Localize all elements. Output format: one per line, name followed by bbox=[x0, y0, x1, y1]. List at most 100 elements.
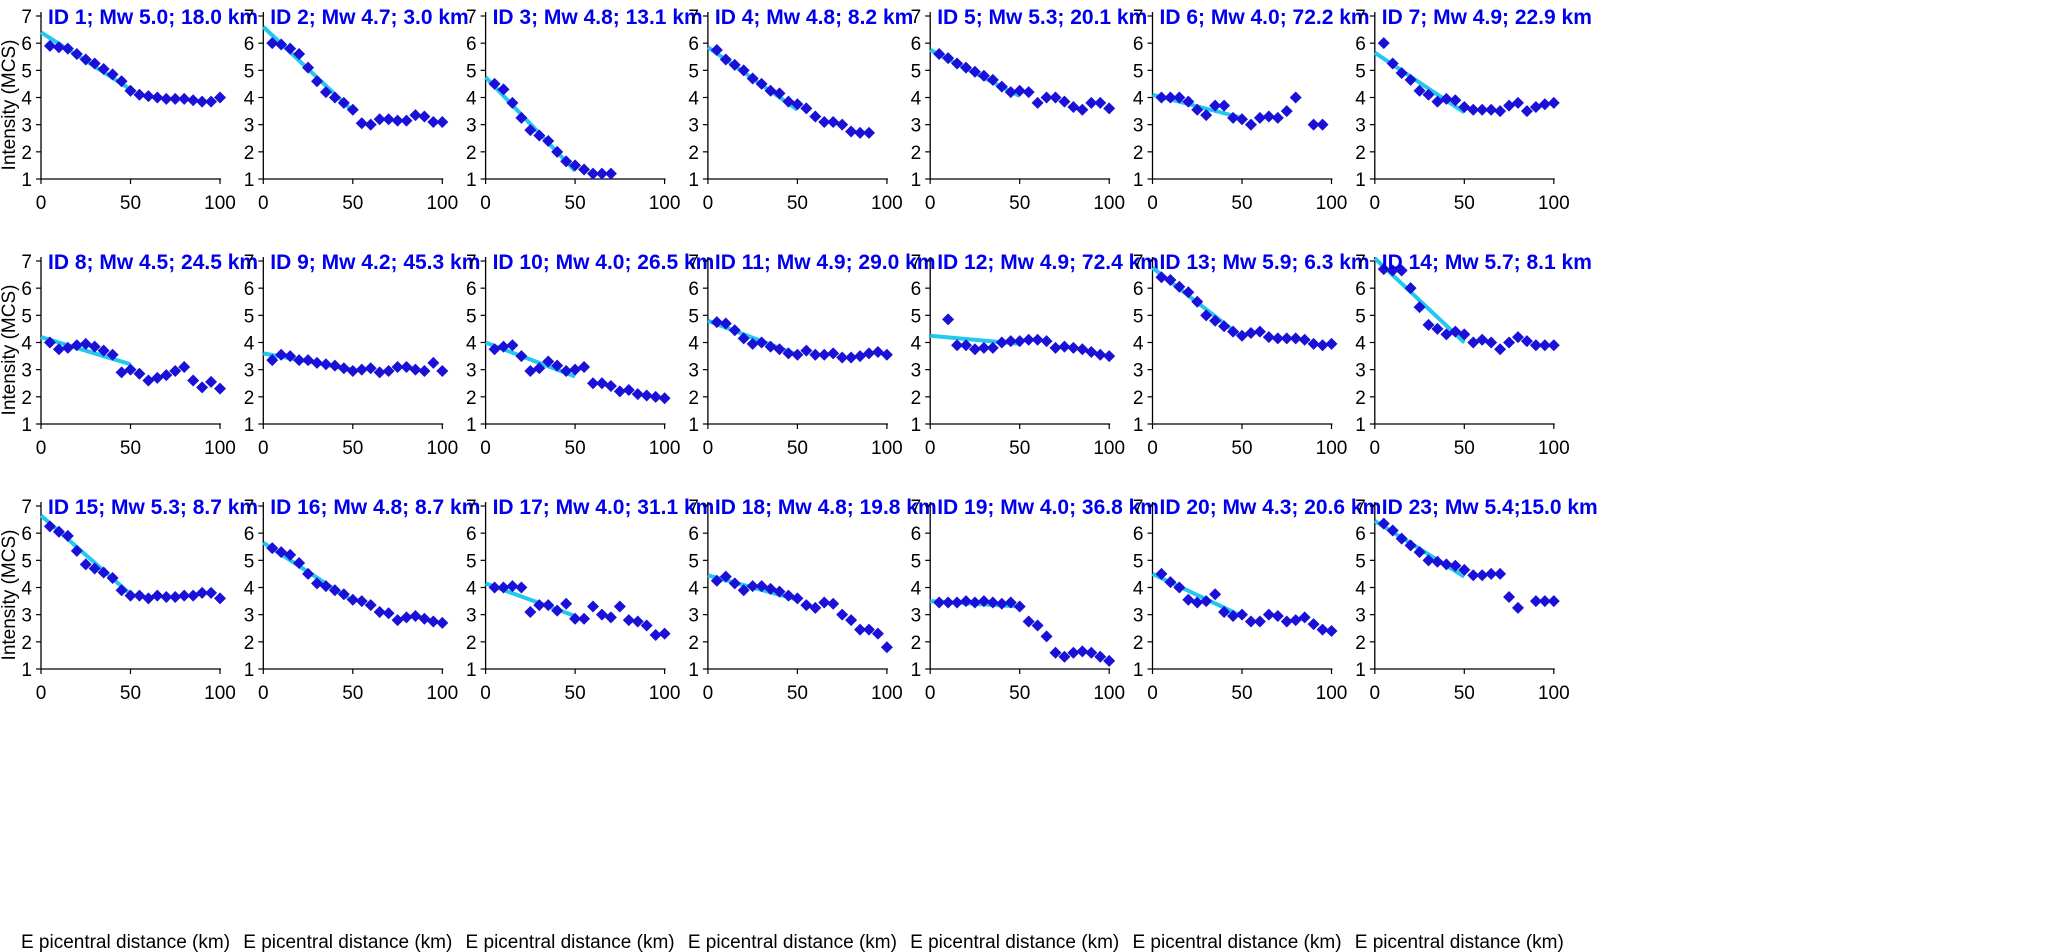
data-point bbox=[418, 612, 431, 625]
x-axis-label: E picentral distance (km) bbox=[1355, 932, 1564, 952]
y-tick-label: 4 bbox=[1355, 89, 1366, 110]
y-tick-label: 4 bbox=[244, 89, 255, 110]
data-point bbox=[418, 110, 431, 123]
data-point bbox=[1529, 595, 1542, 608]
y-tick-label: 7 bbox=[911, 7, 922, 28]
data-point bbox=[1485, 567, 1498, 580]
y-tick-label: 3 bbox=[466, 361, 477, 382]
data-point bbox=[595, 377, 608, 390]
data-point bbox=[1271, 332, 1284, 345]
data-point bbox=[488, 77, 501, 90]
data-point bbox=[622, 384, 635, 397]
x-tick-label: 50 bbox=[1454, 683, 1475, 704]
y-tick-label: 4 bbox=[688, 334, 699, 355]
data-point bbox=[1449, 559, 1462, 572]
data-point bbox=[124, 363, 137, 376]
data-point bbox=[1013, 84, 1026, 97]
y-tick-label: 1 bbox=[1133, 660, 1144, 681]
x-tick-label: 100 bbox=[204, 438, 236, 459]
y-tick-label: 5 bbox=[1355, 306, 1366, 327]
data-point bbox=[533, 129, 546, 142]
y-tick-label: 5 bbox=[244, 551, 255, 572]
chart-panel: 1 2 3 4 5 6 7 0 50 100 ID 7; Mw 4.9; 22.9 km bbox=[1355, 6, 1592, 214]
x-tick-label: 100 bbox=[871, 193, 903, 214]
data-point bbox=[1031, 333, 1044, 346]
data-point bbox=[560, 155, 573, 168]
data-point bbox=[782, 95, 795, 108]
data-point bbox=[773, 585, 786, 598]
data-point bbox=[613, 600, 626, 613]
x-tick-label: 0 bbox=[1147, 438, 1158, 459]
data-point bbox=[319, 580, 332, 593]
y-tick-label: 2 bbox=[1355, 143, 1366, 164]
y-tick-label: 5 bbox=[466, 61, 477, 82]
data-point bbox=[986, 73, 999, 86]
x-tick-label: 0 bbox=[36, 683, 47, 704]
data-point bbox=[311, 577, 323, 590]
y-tick-label: 6 bbox=[21, 279, 32, 300]
data-point bbox=[746, 580, 759, 593]
data-point bbox=[542, 134, 555, 147]
data-point bbox=[587, 600, 599, 613]
data-point bbox=[1218, 320, 1231, 333]
data-point bbox=[836, 118, 849, 131]
y-tick-label: 6 bbox=[911, 279, 922, 300]
y-tick-label: 7 bbox=[21, 497, 32, 518]
data-point bbox=[782, 589, 795, 602]
data-point bbox=[1538, 98, 1551, 111]
fit-line bbox=[40, 335, 132, 367]
data-point bbox=[1164, 274, 1177, 287]
data-point bbox=[106, 68, 119, 81]
y-tick-label: 4 bbox=[1355, 579, 1366, 600]
data-point bbox=[355, 363, 368, 376]
data-point bbox=[604, 611, 617, 624]
data-point bbox=[1422, 318, 1435, 331]
data-point bbox=[1076, 645, 1089, 658]
data-point bbox=[622, 614, 635, 627]
panel-title: ID 6; Mw 4.0; 72.2 km bbox=[1160, 6, 1370, 29]
y-tick-label: 3 bbox=[911, 361, 922, 382]
y-tick-label: 3 bbox=[244, 361, 255, 382]
data-point bbox=[1004, 86, 1017, 99]
y-tick-label: 6 bbox=[466, 34, 477, 55]
data-point bbox=[364, 362, 377, 375]
data-point bbox=[854, 126, 867, 139]
data-point bbox=[1236, 608, 1248, 621]
y-tick-label: 3 bbox=[21, 606, 32, 627]
data-point bbox=[1325, 624, 1338, 637]
y-tick-label: 5 bbox=[1133, 61, 1144, 82]
data-point bbox=[986, 596, 999, 609]
x-tick-label: 100 bbox=[204, 683, 236, 704]
data-point bbox=[1547, 339, 1560, 352]
y-tick-label: 7 bbox=[244, 7, 255, 28]
y-tick-label: 7 bbox=[1355, 497, 1366, 518]
data-point bbox=[1547, 96, 1560, 109]
data-point bbox=[1049, 341, 1062, 354]
data-point bbox=[1547, 595, 1560, 608]
data-point bbox=[1307, 337, 1320, 350]
data-point bbox=[942, 596, 955, 609]
data-point bbox=[1476, 333, 1489, 346]
y-tick-label: 4 bbox=[1355, 334, 1366, 355]
y-tick-label: 3 bbox=[688, 116, 699, 137]
data-point bbox=[1013, 600, 1026, 613]
x-tick-label: 0 bbox=[258, 683, 269, 704]
data-point bbox=[1209, 314, 1222, 327]
data-point bbox=[1298, 611, 1311, 624]
y-tick-label: 1 bbox=[244, 415, 255, 436]
data-point bbox=[764, 340, 777, 353]
data-point bbox=[569, 159, 582, 172]
data-point bbox=[595, 608, 608, 621]
y-tick-label: 7 bbox=[1133, 497, 1144, 518]
data-point bbox=[409, 610, 422, 623]
data-point bbox=[951, 339, 964, 352]
data-point bbox=[427, 115, 440, 128]
data-point bbox=[355, 117, 368, 130]
data-point bbox=[640, 619, 653, 632]
data-point bbox=[205, 586, 218, 599]
data-point bbox=[205, 375, 218, 388]
data-point bbox=[1253, 615, 1266, 628]
data-point bbox=[968, 65, 981, 78]
data-point bbox=[818, 348, 831, 361]
